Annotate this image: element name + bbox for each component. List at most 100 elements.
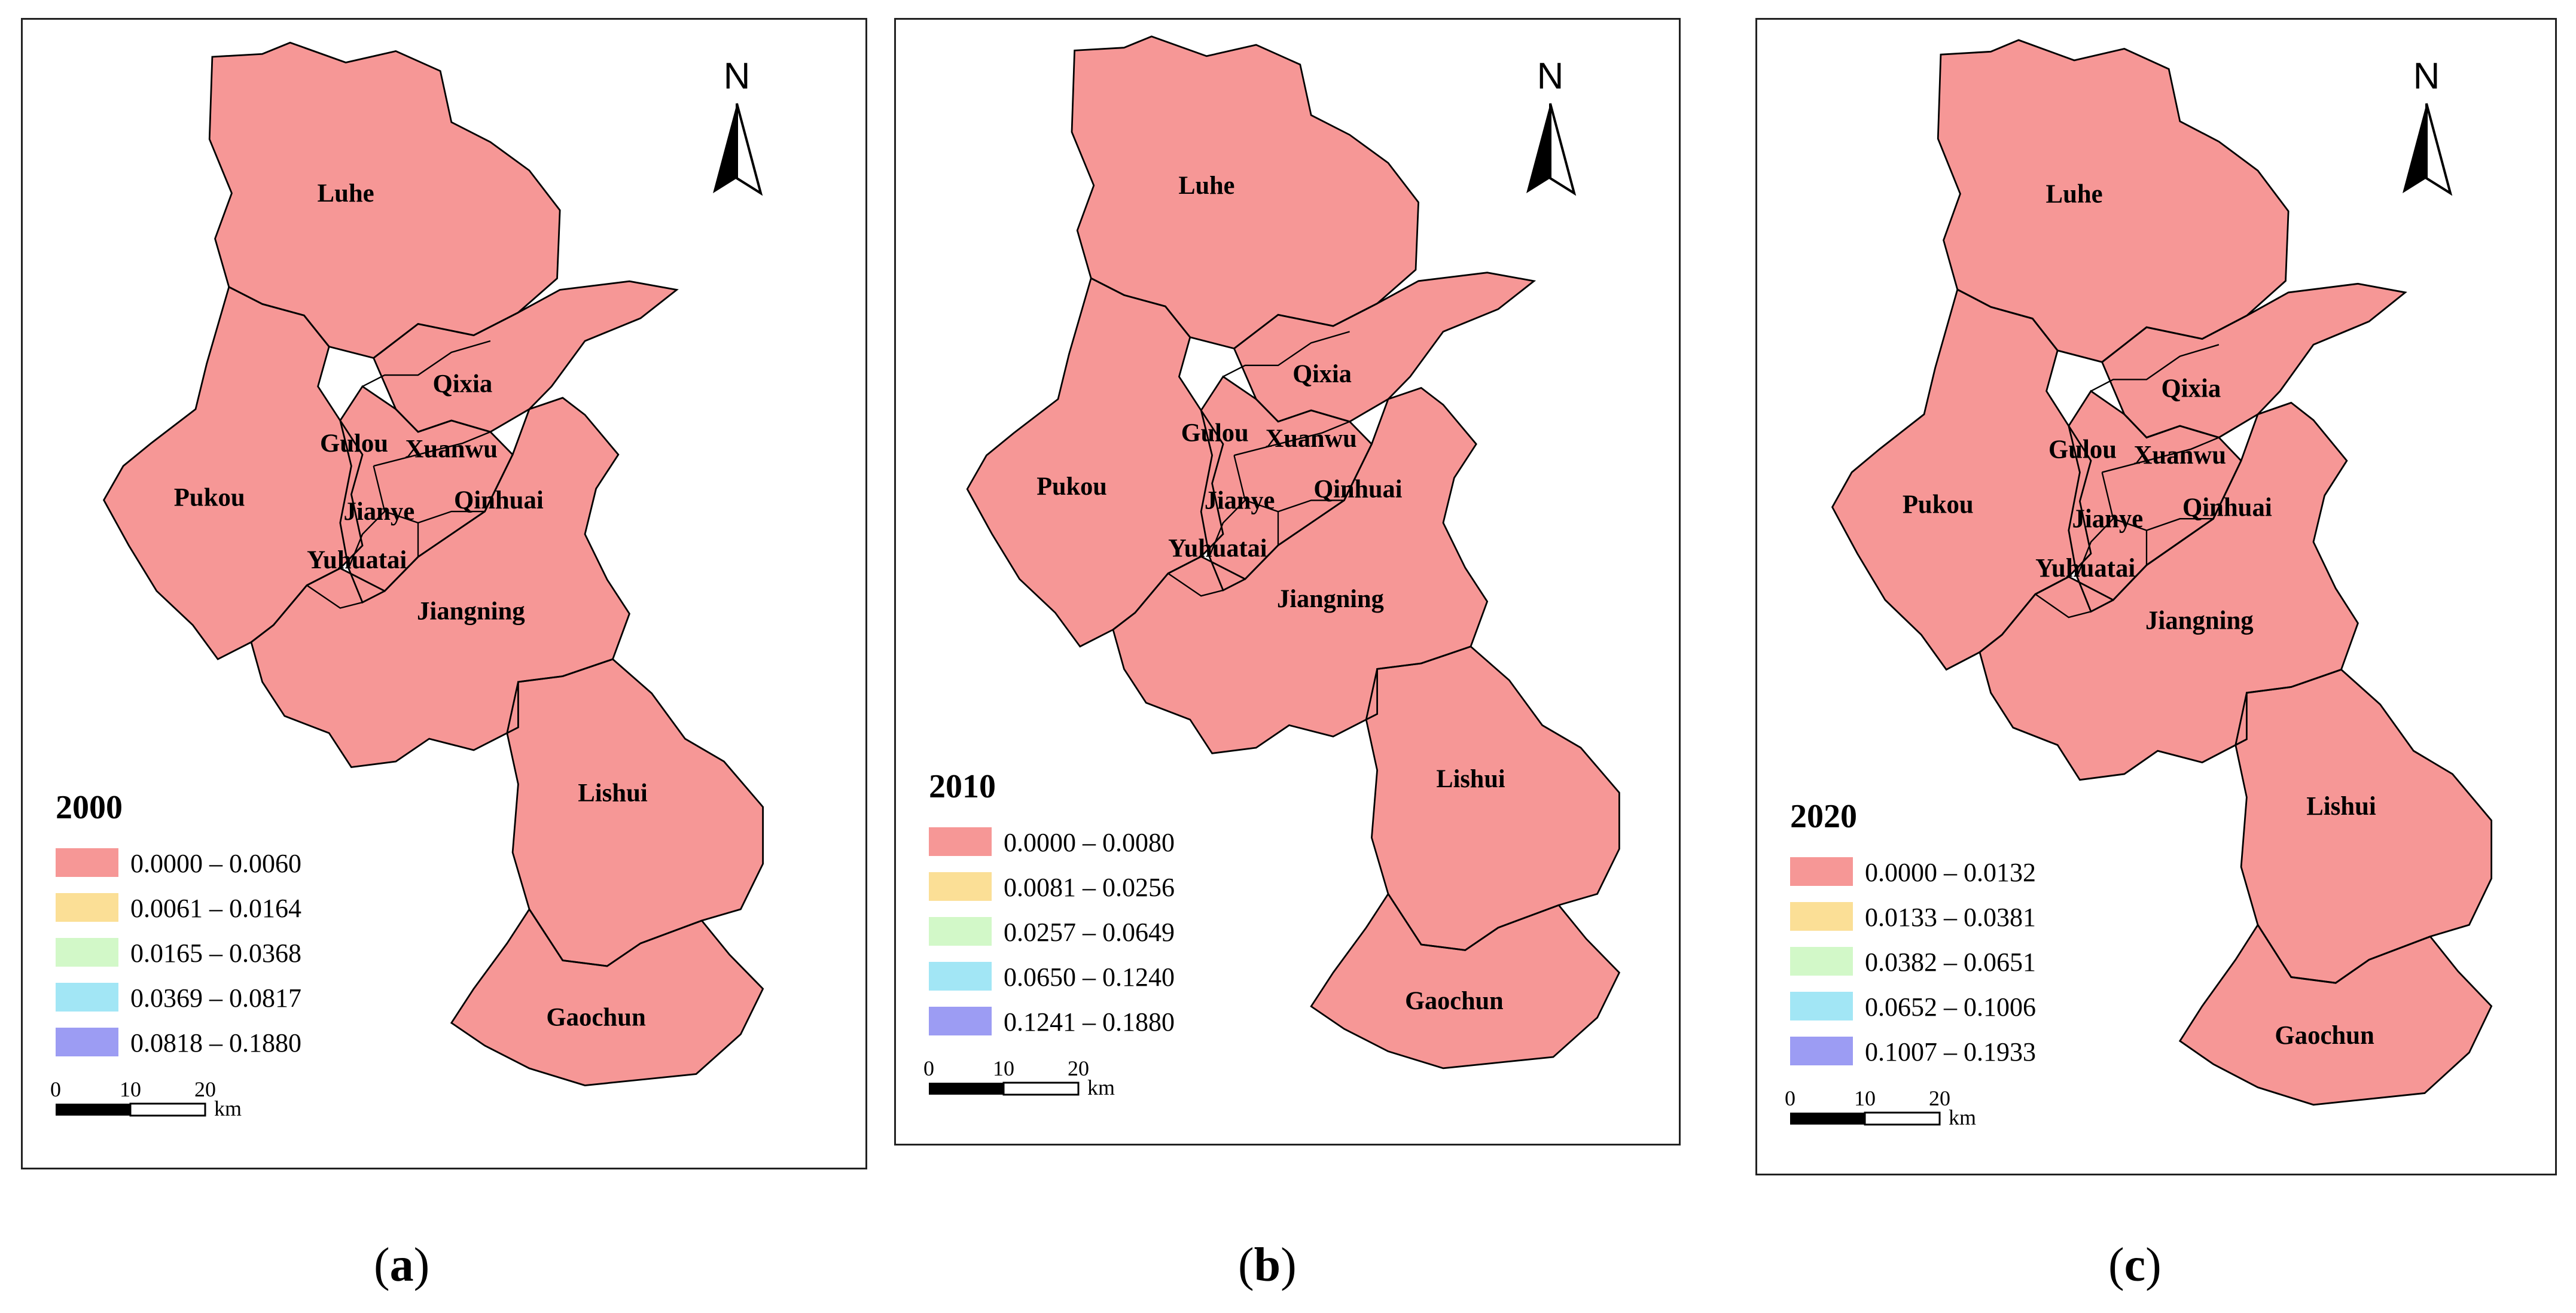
north-arrow-icon [713, 103, 763, 196]
raster-cell [1453, 368, 1465, 380]
district-gaochun-fill [451, 909, 763, 1086]
map-panel-2020: Luhe Qixia Gulou Xuanwu Pukou Qinhuai Jianye Yu… [1755, 18, 2557, 1175]
raster-cell [2093, 373, 2105, 385]
raster-cell [2226, 434, 2237, 447]
urban-boundary [306, 584, 385, 609]
legend-label: 0.0000 – 0.0080 [1004, 828, 1175, 857]
legend-swatch [1790, 857, 1853, 886]
raster-cell [367, 370, 379, 382]
map-2000: Luhe Qixia Gulou Xuanwu Pukou Qinhuai Jianye Yu… [50, 41, 764, 1120]
district-pukou-fill [1832, 290, 2091, 670]
scale-tick: 10 [120, 1077, 141, 1101]
raster-cell [343, 361, 355, 374]
district-gaochun-outline [1310, 892, 1621, 1070]
raster-cell [2336, 501, 2348, 514]
north-label: N [1537, 56, 1564, 97]
legend-year: 2020 [1790, 798, 1857, 835]
legend-label: 0.0000 – 0.0060 [130, 849, 301, 878]
caption-b: (b) [1238, 1239, 1297, 1291]
raster-cell [632, 365, 644, 377]
legend-label: 0.0000 – 0.0132 [1865, 858, 2036, 887]
urban-boundary [1167, 572, 1246, 597]
raster-cell [343, 357, 355, 370]
raster-cell [1441, 368, 1453, 380]
raster-cell [352, 364, 364, 376]
district-label: Jianye [1205, 486, 1275, 515]
district-label: Pukou [1903, 490, 1974, 519]
urban-boundary [2076, 518, 2114, 577]
district-gaochun-fill [1311, 894, 1620, 1068]
raster-cell [2336, 565, 2348, 578]
district-label: Lishui [1436, 764, 1505, 793]
raster-cell [607, 340, 619, 352]
legend-label: 0.0818 – 0.1880 [130, 1028, 301, 1058]
scale-bar [929, 1082, 1080, 1096]
raster-cell [2383, 669, 2395, 682]
scale-tick: 0 [50, 1077, 61, 1101]
raster-cell [632, 327, 644, 340]
district-label: Qinhuai [454, 486, 544, 515]
legend-swatch [929, 827, 992, 856]
district-pukou-fill [103, 287, 363, 660]
legend-year: 2000 [56, 789, 123, 826]
raster-cell [2324, 514, 2336, 526]
district-lishui-fill [507, 659, 763, 967]
district-lishui-fill [1366, 646, 1620, 951]
map-2020: Luhe Qixia Gulou Xuanwu Pukou Qinhuai Jianye Yu… [1785, 39, 2493, 1129]
raster-cell [595, 352, 607, 365]
district-label: Gulou [2048, 435, 2117, 464]
raster-cell [1441, 355, 1453, 368]
raster-cell [2336, 578, 2348, 590]
map-layer: Luhe Qixia Gulou Xuanwu Pukou Qinhuai Jianye Yu… [1831, 39, 2493, 1106]
raster-cell [2324, 540, 2336, 552]
north-arrow-icon [1526, 103, 1577, 196]
legend-swatch [1790, 1037, 1853, 1065]
legend-swatch [929, 872, 992, 901]
scale-tick: 20 [1068, 1056, 1089, 1080]
legend-label: 0.0369 – 0.0817 [130, 983, 301, 1013]
raster-cell [1441, 343, 1453, 355]
legend-label: 0.1241 – 0.1880 [1004, 1007, 1175, 1037]
raster-cell [571, 365, 583, 377]
raster-cell [2081, 360, 2093, 372]
raster-cell [607, 365, 619, 377]
scale-tick: 20 [1929, 1086, 1950, 1110]
urban-boundary [1234, 421, 1351, 456]
legend-year: 2010 [929, 768, 996, 805]
legend-label: 0.0133 – 0.0381 [1865, 903, 2036, 932]
raster-cell [1465, 331, 1477, 343]
district-label: Gaochun [1405, 987, 1504, 1016]
raster-cell [632, 352, 644, 365]
legend-label: 0.0382 – 0.0651 [1865, 948, 2036, 977]
raster-cell [595, 340, 607, 352]
legend-label: 0.0257 – 0.0649 [1004, 918, 1175, 947]
raster-cell [355, 370, 367, 382]
raster-cell [330, 382, 342, 394]
district-label: Luhe [1178, 172, 1234, 200]
raster-cell [340, 376, 352, 389]
legend-label: 0.0650 – 0.1240 [1004, 962, 1175, 992]
district-luhe-fill [1938, 39, 2289, 362]
district-label: Yuhuatai [1168, 534, 1267, 563]
scale-tick: 20 [194, 1077, 216, 1101]
legend-swatch [1790, 992, 1853, 1020]
urban-boundary [362, 340, 491, 388]
raster-cell [2336, 489, 2348, 501]
raster-cell [1429, 368, 1441, 380]
district-jiangning-fill [1113, 388, 1487, 754]
legend-swatch [56, 1028, 118, 1056]
legend-swatch [1790, 947, 1853, 976]
raster-cell [632, 340, 644, 352]
district-label: Luhe [2046, 179, 2103, 209]
raster-cell [2336, 552, 2348, 565]
district-label: Xuanwu [1266, 425, 1357, 453]
district-label: Gaochun [2275, 1020, 2374, 1050]
raster-cell [365, 364, 377, 376]
raster-cell [505, 427, 517, 439]
scale-tick: 0 [1785, 1086, 1795, 1110]
raster-cell [2359, 669, 2371, 682]
legend-swatch [56, 938, 118, 967]
legend-label: 0.0165 – 0.0368 [130, 939, 301, 968]
legend-label: 0.0061 – 0.0164 [130, 894, 301, 923]
urban-boundary [2102, 437, 2220, 473]
